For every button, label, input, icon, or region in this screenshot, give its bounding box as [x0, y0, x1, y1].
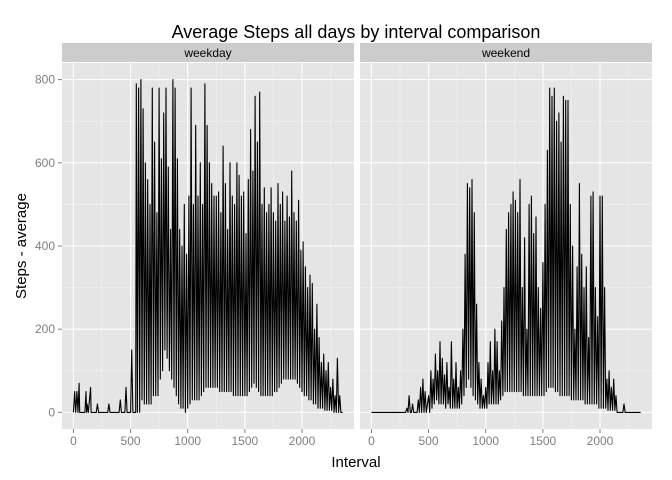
panel-weekday: weekday [62, 43, 354, 429]
y-axis: 0 200 400 600 800 [35, 73, 62, 419]
series-line-weekend [371, 87, 641, 413]
series-line-weekday [72, 79, 343, 413]
chart-title: Average Steps all days by interval compa… [172, 22, 541, 42]
strip-weekday [62, 43, 354, 62]
y-axis-title: Steps - average [13, 193, 30, 299]
panel-weekend: weekend [360, 43, 652, 429]
x-tick-label: 500 [121, 434, 141, 448]
x-tick-label: 0 [368, 434, 375, 448]
x-tick-label: 2000 [289, 434, 316, 448]
x-tick-label: 1500 [232, 434, 259, 448]
x-tick-label: 1500 [530, 434, 557, 448]
x-tick-label: 2000 [587, 434, 614, 448]
x-tick-label: 1000 [174, 434, 201, 448]
strip-label-weekday: weekday [183, 46, 231, 60]
strip-weekend [360, 43, 652, 62]
series-weekday [72, 79, 343, 413]
y-tick-label: 600 [35, 156, 55, 170]
x-axis-title: Interval [331, 454, 380, 471]
x-tick-label: 0 [70, 434, 77, 448]
y-tick-label: 0 [48, 405, 55, 419]
y-tick-label: 400 [35, 239, 55, 253]
x-tick-label: 500 [419, 434, 439, 448]
x-tick-label: 1000 [472, 434, 499, 448]
x-axis: 0 500 1000 1500 2000 0 500 1000 1500 2000 [70, 429, 614, 448]
y-tick-label: 800 [35, 73, 55, 87]
y-tick-label: 200 [35, 322, 55, 336]
series-weekend [371, 87, 641, 413]
strip-label-weekend: weekend [481, 46, 530, 60]
